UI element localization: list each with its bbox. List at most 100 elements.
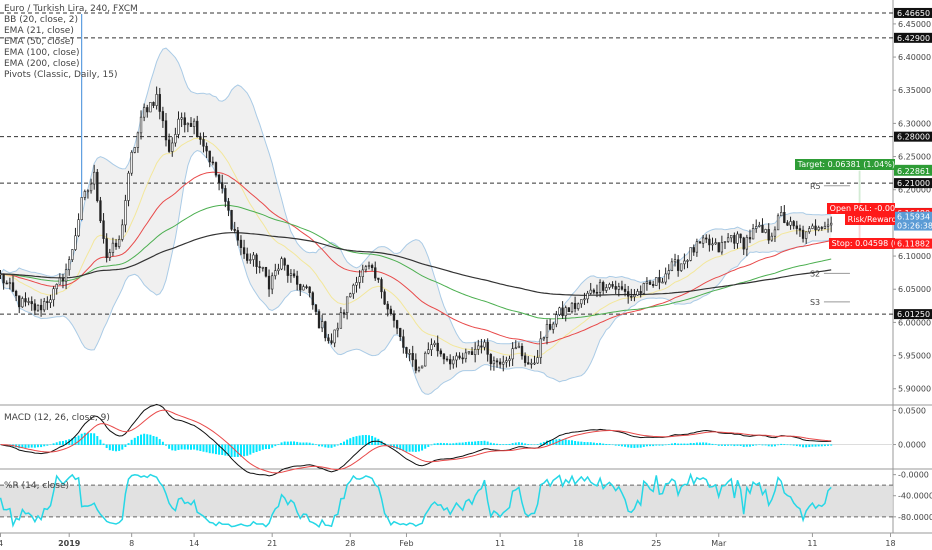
candle-body <box>155 94 158 106</box>
macd-hist-bar <box>40 444 43 448</box>
candle-body <box>417 367 421 371</box>
candle-body <box>711 243 714 246</box>
price-tag <box>894 32 932 43</box>
candle-body <box>652 284 655 286</box>
legend-ema200[interactable]: EMA (200, close) <box>4 59 80 69</box>
macd-hist-bar <box>55 442 58 446</box>
wr-band <box>0 485 893 517</box>
target-zone <box>858 170 861 214</box>
candle <box>748 229 752 244</box>
macd-hist-bar <box>624 444 627 447</box>
macd-hist-bar <box>24 444 27 449</box>
candle <box>324 320 327 342</box>
macd-hist-bar <box>61 440 64 446</box>
candle <box>658 269 661 290</box>
candle-body <box>305 286 308 288</box>
candle-body <box>736 233 739 244</box>
candle <box>370 263 374 271</box>
candle <box>336 322 339 338</box>
candle-body <box>489 354 492 365</box>
macd-hist-bar <box>293 441 296 446</box>
candle <box>383 289 386 305</box>
legend-pivots[interactable]: Pivots (Classic, Daily, 15) <box>4 70 118 80</box>
candle-body <box>258 266 261 268</box>
candle-body <box>570 302 574 313</box>
candle <box>583 292 586 305</box>
macd-hist-bar <box>349 438 352 446</box>
candle-body <box>814 225 817 231</box>
candle-body <box>180 117 183 120</box>
candle-body <box>383 291 386 305</box>
candle <box>511 342 514 366</box>
candle-body <box>592 289 595 293</box>
time-axis-label: 25 <box>651 539 661 548</box>
ema50-line <box>0 171 832 345</box>
candle <box>149 102 152 113</box>
candle-body <box>111 242 115 253</box>
bb-fill <box>0 48 832 395</box>
chart-title: Euro / Turkish Lira, 240, FXCM <box>4 4 138 14</box>
price-axis-tick-label: 6.40000 <box>898 53 931 62</box>
candle-body <box>77 219 80 237</box>
candle <box>242 239 246 259</box>
macd-hist-bar <box>474 441 477 446</box>
candle <box>33 299 37 316</box>
candle-body <box>495 360 499 363</box>
candle-body <box>730 235 733 239</box>
candle <box>317 309 321 329</box>
macd-hist-bar <box>336 444 339 446</box>
macd-title: MACD (12, 26, close, 9) <box>4 413 110 423</box>
candle-body <box>686 260 689 262</box>
candle-body <box>355 282 358 286</box>
price-tag-label: 6.42900 <box>897 34 930 43</box>
candle-body <box>5 282 8 285</box>
candle-body <box>277 268 280 271</box>
candle <box>673 253 677 267</box>
candle-body <box>308 286 311 294</box>
macd-hist-bar <box>658 444 661 446</box>
legend-ema21[interactable]: EMA (21, close) <box>4 26 74 36</box>
candle-body <box>61 277 65 282</box>
candle <box>552 321 555 334</box>
macd-hist-bar <box>552 439 555 446</box>
candle <box>333 329 336 348</box>
candle-body <box>246 253 249 261</box>
candle <box>508 355 511 367</box>
candle <box>733 232 736 250</box>
time-axis-label: Feb <box>399 539 413 548</box>
candle-body <box>39 304 43 311</box>
macd-hist-bar <box>649 444 652 447</box>
price-tag-label: 6.11882 <box>897 240 930 249</box>
legend-ema50[interactable]: EMA (50, close) <box>4 37 74 47</box>
candle-body <box>342 312 346 314</box>
price-tag-label: 6.15934 <box>897 213 930 222</box>
macd-hist-bar <box>274 444 277 447</box>
legend-bb[interactable]: BB (20, close, 2) <box>4 15 79 25</box>
candle-body <box>80 197 83 220</box>
macd-hist-bar <box>605 443 608 446</box>
legend-ema100[interactable]: EMA (100, close) <box>4 48 80 58</box>
macd-hist-bar <box>483 440 486 446</box>
macd-hist-bar <box>583 442 586 446</box>
macd-hist-bar <box>377 438 380 446</box>
candle-body <box>49 299 52 304</box>
candle <box>127 170 130 207</box>
macd-hist-bar <box>549 440 552 446</box>
candle <box>449 354 452 370</box>
candle <box>589 282 592 295</box>
macd-hist-bar <box>577 441 580 446</box>
macd-hist-bar <box>539 442 542 446</box>
candle <box>801 225 805 243</box>
candle <box>86 189 90 199</box>
price-axis-tick-label: 5.90000 <box>898 385 931 394</box>
candle <box>377 277 380 283</box>
macd-hist-bar <box>499 444 502 446</box>
macd-hist-bar <box>436 443 439 446</box>
macd-hist-bar <box>264 444 267 450</box>
candle-body <box>89 183 93 192</box>
macd-hist-bar <box>805 444 808 448</box>
candle-body <box>789 221 792 226</box>
macd-hist-bar <box>820 444 823 447</box>
candle <box>302 284 305 291</box>
